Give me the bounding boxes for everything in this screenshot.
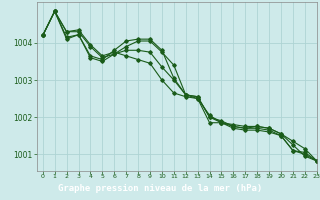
Text: Graphe pression niveau de la mer (hPa): Graphe pression niveau de la mer (hPa) xyxy=(58,184,262,193)
